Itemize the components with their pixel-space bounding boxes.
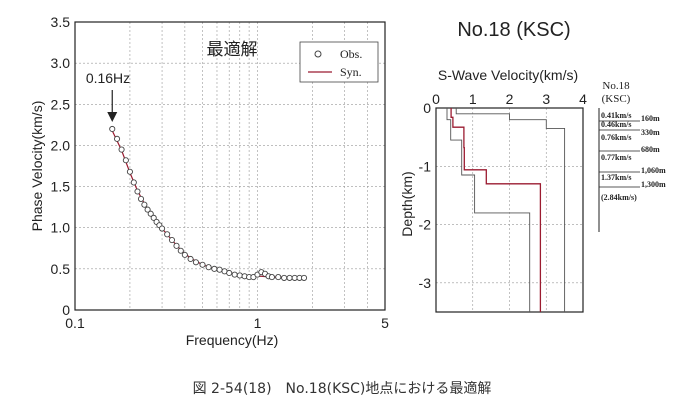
profile-x-axis-label: S-Wave Velocity(km/s) [438,67,578,83]
legend-obs-marker [314,50,322,58]
obs-point [130,179,137,186]
profile-y-axis-label: Depth(km) [399,171,415,236]
layer-depth-label: 1,300m [641,180,666,189]
profile-y-tick-label: -3 [419,275,432,291]
obs-point [281,274,288,281]
obs-point [192,259,199,266]
layer-depth-label: 160m [641,114,660,123]
figure-caption: 図 2-54(18) No.18(KSC)地点における最適解 [192,381,492,397]
dispersion-x-tick-label: 0.1 [65,315,85,331]
profile-bound-low-line [446,108,531,312]
dispersion-y-tick-label: 1.5 [51,179,71,195]
profile-gridlines [436,108,583,312]
profile-y-tick-label: -1 [419,158,432,174]
dispersion-y-tick-label: 2.5 [51,96,71,112]
obs-point [268,274,275,281]
obs-point [141,201,148,208]
dispersion-y-tick-label: 2.0 [51,137,71,153]
profile-bound-high-line [455,108,566,312]
obs-point [164,231,171,238]
obs-point [236,272,243,279]
dispersion-chart: 0.1 1 5 0 0.5 1.0 1.5 2.0 2.5 3.0 3.5 Frequency(Hz… [29,14,389,348]
layer-velocity-label: 0.76km/s [601,133,631,142]
dispersion-y-tick-label: 1.0 [51,220,71,236]
obs-point [231,271,238,278]
dispersion-x-tick-label: 5 [381,315,389,331]
layer-velocity-label: 0.46km/s [601,120,631,129]
velocity-profile-chart: No.18 (KSC) S-Wave Velocity(km/s) 0 1 2 3 40… [399,19,588,313]
obs-point [113,135,121,142]
obs-point [134,188,141,195]
dispersion-y-tick-label: 3.5 [51,14,71,30]
layer-velocity-label: 0.41km/s [601,111,631,120]
obs-point [181,251,188,258]
dispersion-y-tick-label: 0.5 [51,261,71,277]
dispersion-x-tick-label: 1 [254,315,262,331]
obs-point [286,274,293,281]
layer-depth-label: 1,060m [641,166,666,175]
profile-x-tick-label: 4 [579,91,587,107]
profile-x-tick-label: 3 [542,91,550,107]
profile-series [446,108,566,312]
dispersion-plot-frame [74,21,386,311]
dispersion-y-tick-label: 0 [62,302,70,318]
dispersion-y-tick-label: 3.0 [51,55,71,71]
annotation-arrow-head [107,112,118,122]
layer-table-header-site: (KSC) [602,93,631,105]
obs-point [216,266,223,273]
obs-point [226,269,233,277]
legend-syn-label: Syn. [340,65,362,79]
obs-point [173,242,180,249]
obs-point [144,206,151,213]
layer-depth-label: 680m [641,145,660,154]
profile-x-tick-label: 0 [432,91,440,107]
layer-depth-label: 330m [641,128,660,137]
obs-point [211,265,218,272]
obs-point [122,157,129,164]
profile-x-tick-label: 2 [506,91,514,107]
dispersion-tick-labels: 0.1 1 5 0 0.5 1.0 1.5 2.0 2.5 3.0 3.5 [51,14,390,331]
dispersion-x-axis-label: Frequency(Hz) [186,332,279,348]
layer-velocity-label: 0.77km/s [601,153,631,162]
profile-y-tick-label: -2 [419,217,432,233]
legend-box [299,41,379,83]
obs-point [275,274,282,281]
obs-point [159,225,166,232]
dispersion-legend: Obs. Syn. [299,41,379,83]
dispersion-y-axis-label: Phase Velocity(km/s) [29,101,45,232]
profile-title: No.18 (KSC) [457,19,570,41]
layer-velocity-label: 1.37km/s [601,173,631,182]
obs-point [177,247,184,254]
profile-plot-frame [435,107,584,313]
obs-point [199,261,206,268]
profile-y-tick-label: 0 [423,100,431,116]
obs-point [300,274,308,281]
obs-point [126,168,133,175]
obs-point [147,210,154,217]
layer-table-rows: 0.41km/s0.46km/s 0.76km/s 0.77km/s 1.37km/s… [599,111,666,202]
profile-tick-labels: 0 1 2 3 4 0 -1 -2 -3 [419,91,588,291]
layer-table: No.18 (KSC) 0.41km/s0.46km/s 0.76km/s 0.77… [598,80,666,232]
layer-table-header-no: No.18 [602,80,630,92]
obs-point [118,146,125,153]
obs-point [150,214,157,221]
obs-point [168,237,176,244]
legend-obs-label: Obs. [340,47,362,61]
profile-best-line [450,108,542,312]
frequency-annotation: 0.16Hz [86,70,130,86]
obs-point [205,264,212,271]
dispersion-chart-title: 最適解 [207,40,258,60]
dispersion-series [109,125,308,281]
obs-point [187,255,194,263]
syn-curve [111,130,304,279]
obs-point [109,125,116,133]
profile-x-tick-label: 1 [469,91,477,107]
layer-velocity-label: (2.84km/s) [601,193,637,202]
obs-point [137,195,145,202]
